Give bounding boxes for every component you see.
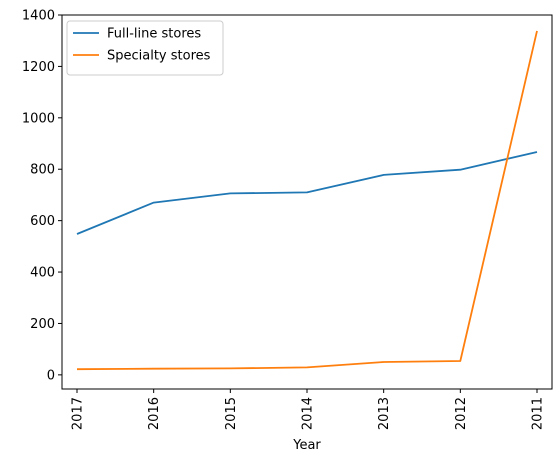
x-tick-label: 2011 — [531, 397, 546, 430]
x-axis: 2017 2016 2015 2014 2013 2012 2011 — [71, 389, 546, 430]
legend-box — [66, 20, 224, 76]
series-line-1 — [76, 30, 538, 371]
x-tick-label: 2014 — [301, 397, 316, 430]
y-tick-label: 1400 — [22, 9, 55, 24]
y-tick-label: 1000 — [22, 111, 55, 126]
x-tick-label: 2015 — [224, 397, 239, 430]
legend-label-1: Specialty stores — [107, 49, 211, 64]
series-line-0 — [76, 151, 538, 235]
y-tick-label: 1200 — [22, 60, 55, 75]
y-tick-label: 400 — [30, 266, 55, 281]
x-tick-label: 2017 — [71, 397, 86, 430]
x-tick-label: 2013 — [377, 397, 392, 430]
y-tick-label: 800 — [30, 163, 55, 178]
series-layer — [76, 30, 538, 371]
y-axis: 0 200 400 600 800 1000 1200 1400 — [22, 9, 62, 383]
x-axis-label: Year — [292, 438, 321, 453]
x-tick-label: 2012 — [454, 397, 469, 430]
y-tick-label: 200 — [30, 317, 55, 332]
legend: Full-line stores Specialty stores — [66, 20, 224, 76]
x-tick-label: 2016 — [147, 397, 162, 430]
y-tick-label: 0 — [47, 368, 55, 383]
legend-label-0: Full-line stores — [107, 27, 201, 42]
y-tick-label: 600 — [30, 214, 55, 229]
